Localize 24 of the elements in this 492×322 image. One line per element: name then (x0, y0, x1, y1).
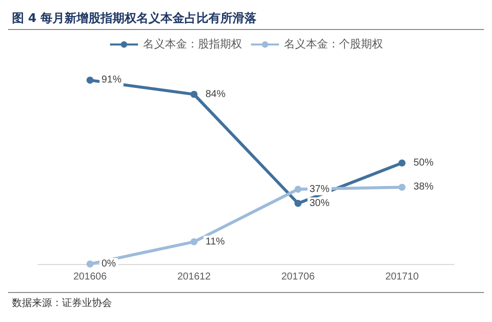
point (294, 186, 302, 193)
data-label: 38% (414, 182, 434, 193)
point (190, 238, 198, 246)
point (86, 76, 94, 84)
x-tick-label: 201612 (177, 272, 212, 282)
data-label: 37% (310, 184, 330, 195)
chart-title: 图 4 每月新增股指期权名义本金占比有所滑落 (8, 8, 484, 30)
data-label: 91% (102, 74, 122, 86)
data-label: 30% (310, 198, 330, 209)
point (294, 200, 302, 207)
source-note: 数据来源：证券业协会 (12, 296, 113, 310)
x-tick-label: 201710 (385, 272, 420, 282)
legend-label: 名义本金：股指期权 (143, 38, 242, 50)
data-label: 0% (102, 258, 116, 270)
data-label: 11% (206, 236, 225, 248)
point (190, 90, 198, 98)
data-label: 50% (414, 158, 434, 168)
data-label: 84% (206, 88, 226, 100)
legend-label: 名义本金：个股期权 (284, 38, 383, 50)
x-tick-label: 201706 (281, 272, 316, 282)
x-tick-label: 201606 (73, 272, 108, 282)
point (398, 160, 406, 166)
point (86, 260, 94, 268)
point (398, 184, 406, 191)
